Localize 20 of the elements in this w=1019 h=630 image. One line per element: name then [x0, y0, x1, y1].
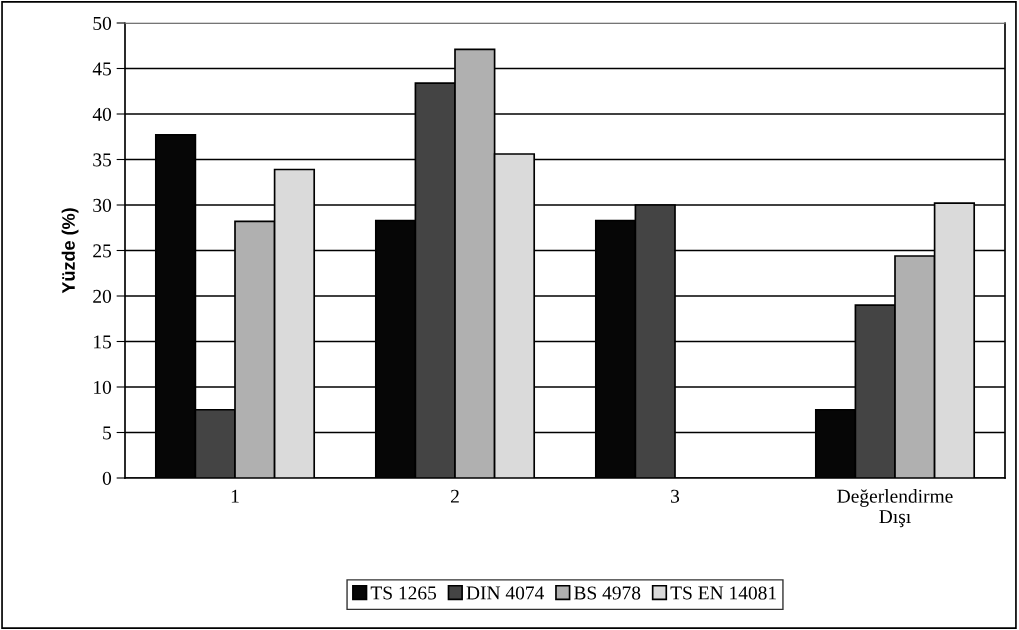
legend-label: BS 4978 [574, 586, 641, 600]
x-tick-label: 3 [671, 489, 680, 503]
y-tick-label: 5 [103, 426, 112, 440]
y-tick-label: 20 [93, 289, 112, 303]
x-tick-label: 2 [450, 489, 459, 503]
y-tick-label: 15 [94, 335, 112, 349]
y-tick-label: 25 [93, 244, 112, 258]
y-tick-label: 45 [92, 62, 112, 76]
y-tick-label: 50 [93, 16, 112, 30]
y-tick-label: 40 [92, 107, 112, 121]
y-tick-label: 30 [93, 198, 112, 212]
legend-label: TS EN 14081 [670, 586, 776, 600]
legend-label: TS 1265 [370, 586, 437, 600]
y-tick-label: 35 [93, 153, 112, 167]
x-tick-label: 1 [231, 489, 239, 503]
x-tick-label: Değerlendirme Dışı [837, 489, 953, 528]
y-tick-label: 10 [94, 380, 112, 394]
legend-label: DIN 4074 [466, 586, 544, 600]
y-axis-title: Yüzde (%) [61, 208, 79, 294]
y-tick-label: 0 [102, 471, 112, 485]
